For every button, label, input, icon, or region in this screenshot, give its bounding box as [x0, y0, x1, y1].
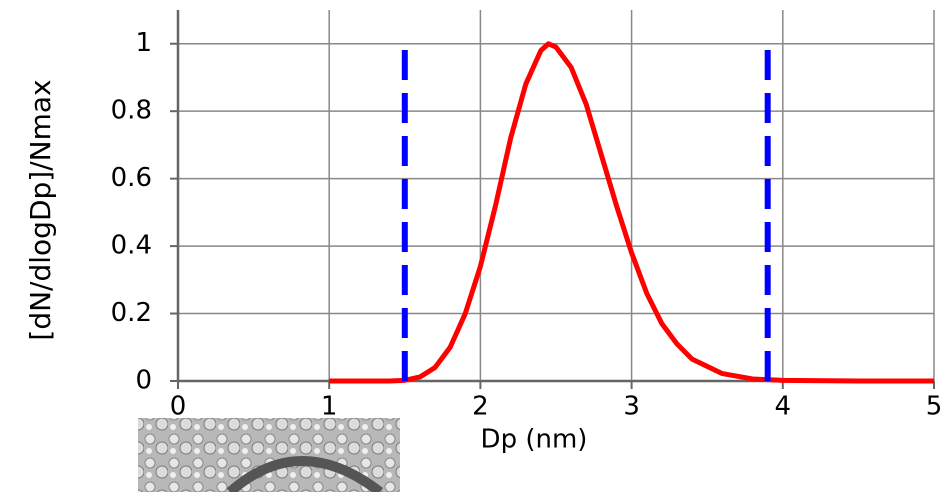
grid: 0 1 2 3 4 5 0 0.2 0.4 0.6 0.8 1 [111, 10, 943, 422]
x-tick-label: 4 [775, 392, 792, 422]
y-tick-label: 0.6 [111, 163, 152, 193]
x-tick-label: 3 [623, 392, 640, 422]
y-tick-label: 1 [135, 28, 152, 58]
x-tick-label: 2 [472, 392, 489, 422]
y-axis-label: [dN/dlogDp]/Nmax [24, 79, 57, 340]
x-tick-label: 1 [321, 392, 338, 422]
plot [329, 41, 934, 384]
x-tick-label: 0 [170, 392, 187, 422]
photo-inset [138, 418, 400, 492]
y-tick-label: 0.4 [111, 231, 152, 261]
y-tick-label: 0.2 [111, 298, 152, 328]
y-tick-label: 0.8 [111, 96, 152, 126]
series-line [329, 41, 934, 384]
y-tick-label: 0 [135, 366, 152, 396]
x-tick-label: 5 [926, 392, 943, 422]
x-axis-label: Dp (nm) [481, 425, 588, 455]
